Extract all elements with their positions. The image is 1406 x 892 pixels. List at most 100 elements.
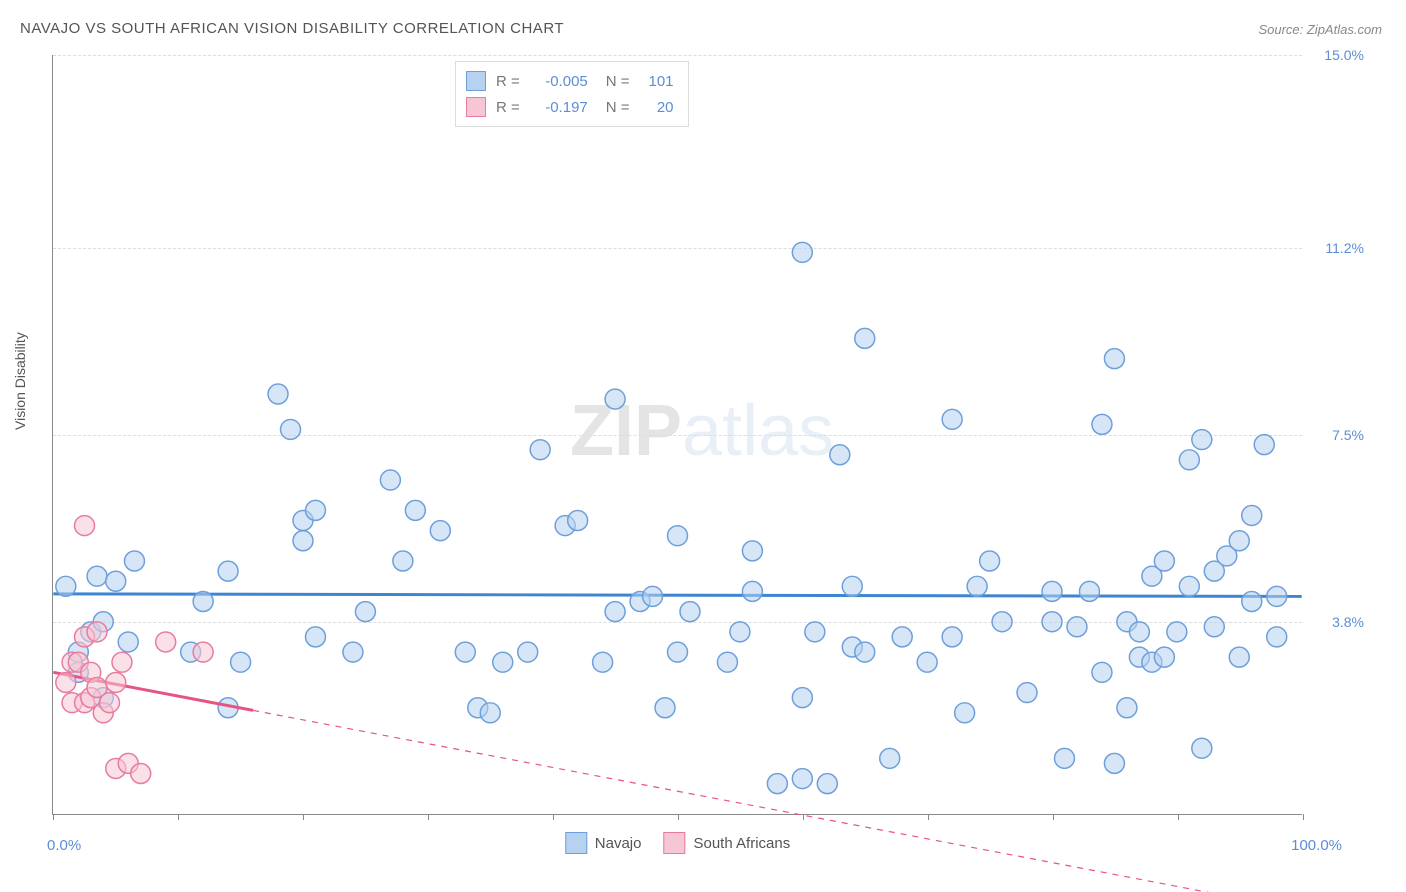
correlation-legend: R = -0.005 N = 101 R = -0.197 N = 20 [455, 61, 689, 127]
data-point [218, 561, 238, 581]
chart-title: NAVAJO VS SOUTH AFRICAN VISION DISABILIT… [20, 20, 564, 37]
data-point [1254, 435, 1274, 455]
data-point [87, 622, 107, 642]
data-point [118, 632, 138, 652]
data-point [131, 764, 151, 784]
data-point [880, 748, 900, 768]
n-value: 101 [640, 73, 674, 90]
x-tick [803, 814, 804, 820]
data-point [1092, 414, 1112, 434]
data-point [717, 652, 737, 672]
n-label: N = [606, 99, 630, 116]
data-point [100, 693, 120, 713]
trendline [53, 594, 1301, 597]
data-point [855, 642, 875, 662]
data-point [106, 571, 126, 591]
data-point [917, 652, 937, 672]
x-tick [553, 814, 554, 820]
data-point [1267, 586, 1287, 606]
data-point [792, 688, 812, 708]
data-point [942, 409, 962, 429]
data-point [480, 703, 500, 723]
legend-swatch [466, 97, 486, 117]
data-point [1179, 576, 1199, 596]
data-point [1167, 622, 1187, 642]
data-point [967, 576, 987, 596]
x-tick [178, 814, 179, 820]
x-axis-max-label: 100.0% [1291, 837, 1342, 854]
r-value: -0.197 [530, 99, 588, 116]
correlation-row: R =-0.005N =101 [466, 68, 674, 94]
data-point [668, 642, 688, 662]
r-value: -0.005 [530, 73, 588, 90]
data-point [568, 511, 588, 531]
data-point [343, 642, 363, 662]
y-tick-label: 15.0% [1324, 47, 1364, 63]
data-point [75, 516, 95, 536]
data-point [1042, 581, 1062, 601]
data-point [493, 652, 513, 672]
data-point [1092, 662, 1112, 682]
data-point [1067, 617, 1087, 637]
series-legend-item: Navajo [565, 832, 642, 854]
data-point [1192, 430, 1212, 450]
data-point [305, 627, 325, 647]
data-point [1204, 617, 1224, 637]
data-point [1104, 349, 1124, 369]
data-point [293, 531, 313, 551]
trendline-extrapolated [253, 710, 1302, 892]
r-label: R = [496, 99, 520, 116]
data-point [1079, 581, 1099, 601]
data-point [430, 521, 450, 541]
data-point [605, 389, 625, 409]
data-point [1229, 531, 1249, 551]
data-point [305, 500, 325, 520]
data-point [1117, 698, 1137, 718]
y-tick-label: 3.8% [1332, 614, 1364, 630]
n-value: 20 [640, 99, 674, 116]
data-point [106, 672, 126, 692]
series-name: Navajo [595, 835, 642, 852]
data-point [268, 384, 288, 404]
data-point [942, 627, 962, 647]
data-point [730, 622, 750, 642]
data-point [112, 652, 132, 672]
data-point [742, 541, 762, 561]
x-tick [1053, 814, 1054, 820]
data-point [355, 602, 375, 622]
legend-swatch [466, 71, 486, 91]
data-point [742, 581, 762, 601]
x-tick [428, 814, 429, 820]
data-point [56, 672, 76, 692]
data-point [955, 703, 975, 723]
data-point [892, 627, 912, 647]
data-point [193, 591, 213, 611]
data-point [805, 622, 825, 642]
correlation-row: R = -0.197 N = 20 [466, 94, 674, 120]
data-point [393, 551, 413, 571]
n-label: N = [606, 73, 630, 90]
legend-swatch [565, 832, 587, 854]
data-point [1179, 450, 1199, 470]
data-point [87, 566, 107, 586]
data-point [792, 769, 812, 789]
x-tick [928, 814, 929, 820]
data-point [193, 642, 213, 662]
y-axis-label: Vision Disability [12, 332, 28, 430]
data-point [231, 652, 251, 672]
scatter-plot [53, 55, 1302, 814]
x-tick [678, 814, 679, 820]
data-point [124, 551, 144, 571]
data-point [156, 632, 176, 652]
data-point [1229, 647, 1249, 667]
data-point [455, 642, 475, 662]
series-legend-item: South Africans [663, 832, 790, 854]
data-point [1055, 748, 1075, 768]
x-axis-min-label: 0.0% [47, 837, 81, 854]
data-point [830, 445, 850, 465]
data-point [1017, 683, 1037, 703]
data-point [855, 328, 875, 348]
x-tick [303, 814, 304, 820]
data-point [1192, 738, 1212, 758]
data-point [1042, 612, 1062, 632]
